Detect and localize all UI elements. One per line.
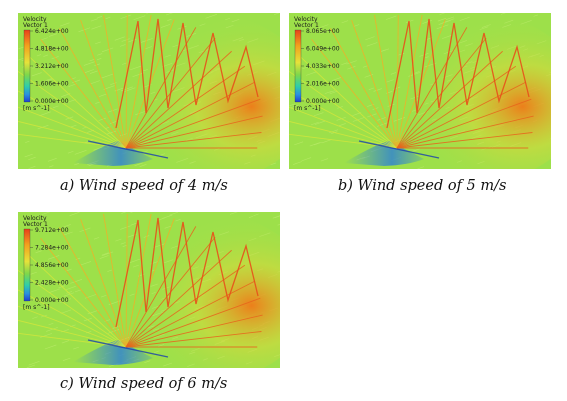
legend-title-line2: Vector 1 — [23, 22, 48, 29]
legend-color-bar — [294, 29, 302, 103]
legend-tick-label: 2.428e+00 — [35, 280, 69, 287]
legend-tick-label: 1.606e+00 — [35, 81, 69, 88]
low-velocity-wake — [344, 141, 424, 166]
caption-a: a) Wind speed of 4 m/s — [60, 178, 228, 194]
legend-tick-label: 4.856e+00 — [35, 262, 69, 269]
legend-title-line2: Vector 1 — [294, 22, 319, 29]
legend-title-line2: Vector 1 — [23, 221, 48, 228]
caption-b: b) Wind speed of 5 m/s — [338, 178, 507, 194]
legend-color-bar — [23, 29, 31, 103]
rotor-hub-streak — [358, 140, 440, 159]
legend-tick-label: 9.712e+00 — [35, 227, 69, 234]
velocity-plot-c: Velocity Vector 1 9.712e+00 7.284e+00 4.856e… — [18, 212, 280, 368]
rotor-hub-streak — [87, 140, 169, 159]
legend-title-line1: Velocity — [23, 16, 47, 23]
legend-tick-label: 0.000e+00 — [35, 98, 69, 105]
velocity-plot-b: Velocity Vector 1 8.065e+00 6.049e+00 4.033e… — [289, 13, 551, 169]
legend-color-bar — [23, 228, 31, 302]
low-velocity-wake — [73, 340, 153, 365]
legend-tick-label: 4.033e+00 — [306, 63, 340, 70]
legend-tick-label: 0.000e+00 — [35, 297, 69, 304]
velocity-plot-a: Velocity Vector 1 6.424e+00 4.818e+00 3.212e… — [18, 13, 280, 169]
high-velocity-region — [93, 13, 280, 169]
peak-vectors — [115, 18, 259, 129]
high-velocity-region — [93, 212, 280, 368]
peak-vectors — [115, 217, 259, 328]
peak-vectors — [386, 18, 530, 129]
high-velocity-region — [364, 13, 551, 169]
rotor-hub-streak — [87, 339, 169, 358]
legend-tick-label: 7.284e+00 — [35, 245, 69, 252]
legend-tick-label: 4.818e+00 — [35, 46, 69, 53]
legend-title-line1: Velocity — [23, 215, 47, 222]
legend-title-line1: Velocity — [294, 16, 318, 23]
vector-rays — [18, 14, 263, 149]
legend-unit: [m s^-1] — [23, 304, 50, 311]
legend-tick-label: 6.049e+00 — [306, 46, 340, 53]
legend-tick-label: 3.212e+00 — [35, 63, 69, 70]
legend-tick-label: 0.000e+00 — [306, 98, 340, 105]
legend-tick-label: 6.424e+00 — [35, 28, 69, 35]
legend-tick-label: 2.016e+00 — [306, 81, 340, 88]
legend-unit: [m s^-1] — [23, 105, 50, 112]
low-velocity-wake — [73, 141, 153, 166]
legend-tick-label: 8.065e+00 — [306, 28, 340, 35]
legend-unit: [m s^-1] — [294, 105, 321, 112]
caption-c: c) Wind speed of 6 m/s — [60, 376, 228, 392]
